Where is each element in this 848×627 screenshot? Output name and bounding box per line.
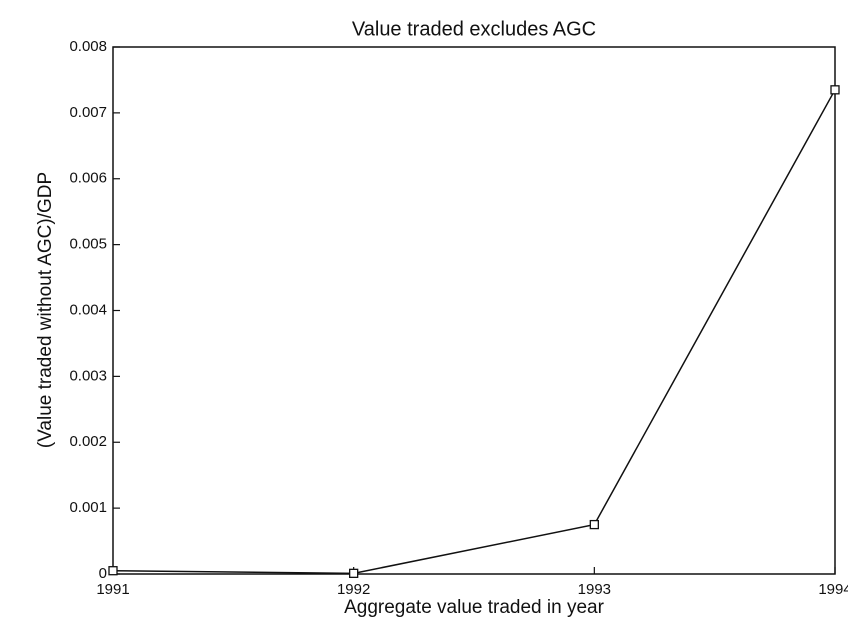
- x-tick-label: 1991: [96, 581, 129, 598]
- data-point: [349, 568, 359, 578]
- data-point: [830, 85, 840, 95]
- data-point: [589, 519, 599, 530]
- x-tick-label: 1994: [818, 581, 848, 598]
- y-tick-label: 0.008: [69, 38, 107, 55]
- x-axis-label: Aggregate value traded in year: [344, 597, 605, 618]
- x-tick-label: 1993: [578, 581, 611, 598]
- data-line: [112, 89, 836, 575]
- y-tick-label: 0.004: [69, 301, 107, 318]
- y-tick-label: 0: [99, 565, 107, 582]
- plot-frame: [112, 46, 836, 575]
- chart-title: Value traded excludes AGC: [352, 18, 596, 40]
- x-tick-label: 1992: [337, 581, 370, 598]
- y-tick-label: 0.002: [69, 433, 107, 450]
- y-tick-label: 0.007: [69, 104, 107, 121]
- y-tick-label: 0.001: [69, 499, 107, 516]
- y-tick-label: 0.005: [69, 236, 107, 253]
- y-axis-label: (Value traded without AGC)/GDP: [35, 172, 56, 448]
- data-point: [108, 566, 118, 576]
- y-tick-label: 0.006: [69, 170, 107, 187]
- y-tick-label: 0.003: [69, 367, 107, 384]
